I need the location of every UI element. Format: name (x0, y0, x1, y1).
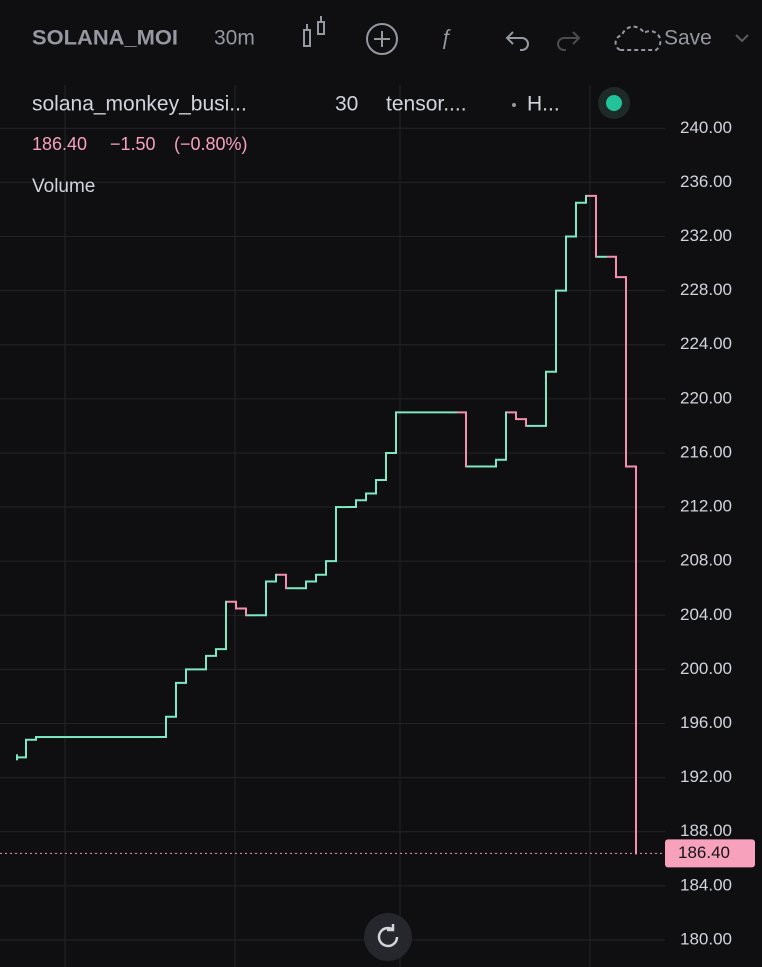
y-tick-label: 228.00 (680, 280, 732, 299)
price-step (567, 201, 577, 238)
indicators-icon[interactable]: ƒ (440, 27, 452, 50)
legend-change-pct: (−0.80%) (174, 134, 248, 154)
save-menu[interactable] (735, 34, 749, 43)
price-step (587, 194, 597, 258)
price-step (547, 289, 557, 373)
plot (0, 194, 665, 855)
price-step (357, 492, 367, 502)
y-tick-label: 200.00 (680, 659, 732, 678)
y-tick-label: 212.00 (680, 497, 732, 516)
legend-change: −1.50 (110, 134, 156, 154)
add-icon[interactable] (366, 23, 398, 55)
legend-name: solana_monkey_busi... (32, 93, 247, 116)
volume-label: Volume (32, 176, 95, 197)
y-tick-label: 204.00 (680, 605, 732, 624)
status-dot (606, 95, 622, 111)
symbol[interactable]: SOLANA_MOI (32, 27, 178, 50)
price-step (207, 648, 217, 657)
last-price-label: 186.40 (678, 843, 730, 862)
price-step (537, 370, 547, 427)
y-tick-label: 224.00 (680, 334, 732, 353)
price-step (317, 560, 327, 576)
legend-source: tensor.... (386, 93, 467, 116)
price-step (507, 411, 517, 421)
price-step (457, 411, 467, 468)
price-step (617, 276, 627, 468)
price-step (607, 255, 617, 279)
price-step (387, 411, 397, 454)
y-tick-label: 184.00 (680, 875, 732, 894)
price-step (27, 736, 37, 741)
price-step (157, 715, 167, 739)
price-axis: 180.00 184.00 188.00 192.00 196.00 200.00 204.… (665, 118, 755, 948)
price-step (487, 458, 497, 468)
legend-dot (512, 103, 516, 107)
price-step (197, 654, 207, 671)
y-tick-label: 208.00 (680, 551, 732, 570)
legend-last: 186.40 (32, 134, 87, 154)
grid-vertical (64, 85, 591, 967)
reset-button[interactable] (364, 913, 412, 961)
legend-interval: 30 (335, 93, 358, 116)
interval[interactable]: 30m (214, 27, 255, 50)
y-tick-label: 232.00 (680, 226, 732, 245)
price-step (497, 411, 507, 461)
legend-extra: H... (527, 93, 560, 116)
grid (0, 127, 665, 941)
y-tick-label: 188.00 (680, 821, 732, 840)
price-step (237, 607, 247, 617)
price-step (517, 418, 527, 427)
price-step (377, 451, 387, 482)
price-step (267, 573, 277, 583)
save-button[interactable]: Save (664, 27, 712, 50)
price-step (367, 479, 377, 495)
y-tick-label: 216.00 (680, 442, 732, 461)
last-price-tag (665, 839, 755, 868)
y-tick-label: 220.00 (680, 388, 732, 407)
price-step (557, 235, 567, 292)
y-tick-label: 192.00 (680, 767, 732, 786)
undo-redo[interactable] (505, 31, 581, 51)
price-step (307, 573, 317, 583)
y-tick-label: 236.00 (680, 172, 732, 191)
reset-icon[interactable] (377, 924, 399, 948)
price-step (577, 194, 587, 204)
price-step (347, 499, 357, 509)
price-step (217, 600, 227, 651)
y-tick-label: 180.00 (680, 929, 732, 948)
price-step (327, 506, 337, 563)
price-step (17, 738, 27, 759)
price-step (277, 573, 287, 590)
price-step (297, 580, 307, 590)
candles-icon[interactable] (303, 16, 325, 47)
y-tick-label: 196.00 (680, 713, 732, 732)
y-tick-label: 240.00 (680, 118, 732, 137)
price-step (167, 681, 177, 718)
price-step (257, 580, 267, 617)
price-step (227, 600, 237, 610)
price-step (177, 668, 187, 684)
